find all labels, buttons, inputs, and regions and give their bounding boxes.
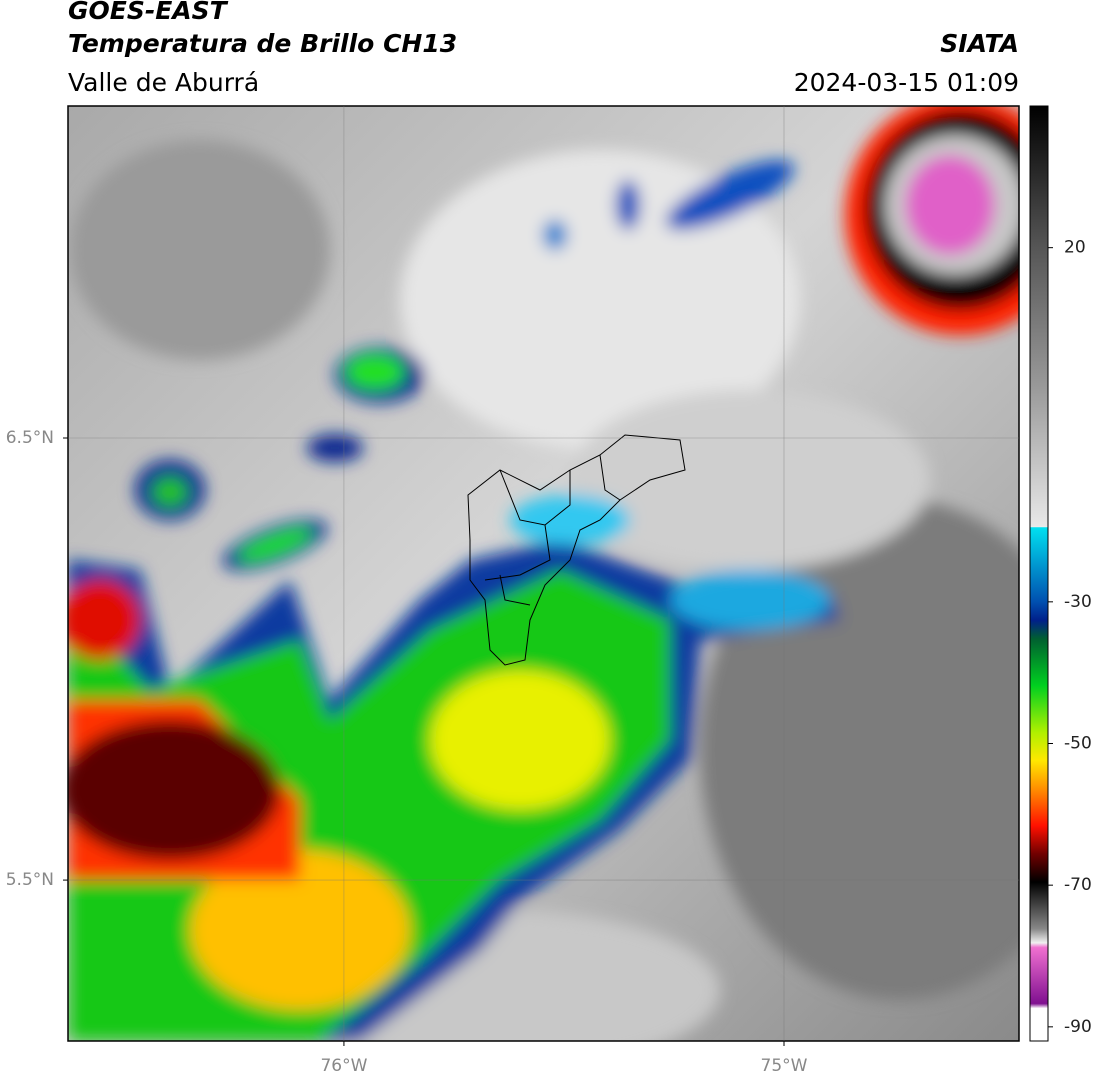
colorbar-tick-label: 20 [1064,238,1086,258]
subtitle: Temperatura de Brillo CH13 [68,29,457,58]
title: GOES-EAST [68,0,229,25]
source: SIATA [940,29,1019,58]
colorbar-tick-label: -50 [1064,734,1092,754]
x-tick-label: 76°W [320,1056,367,1076]
colorbar [1029,105,1049,1042]
y-tick-label: 6.5°N [6,428,54,448]
colorbar-tick-label: -30 [1064,592,1092,612]
satellite-image [68,106,1019,1041]
map-frame [67,105,1020,1042]
datetime: 2024-03-15 01:09 [794,68,1019,97]
x-tick-label: 75°W [761,1056,808,1076]
y-tick-label: 5.5°N [6,870,54,890]
colorbar-tick-label: -70 [1064,875,1092,895]
municipal-boundaries [467,434,686,666]
region: Valle de Aburrá [68,68,259,97]
colorbar-tick-label: -90 [1064,1017,1092,1037]
